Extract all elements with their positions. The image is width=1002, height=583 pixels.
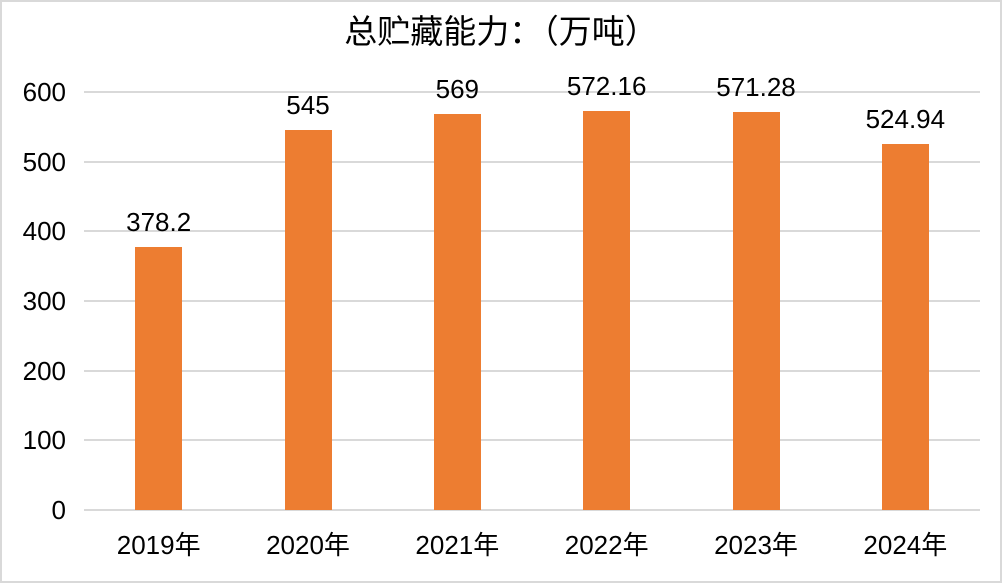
y-tick-label: 0: [51, 495, 66, 525]
data-label: 569: [435, 73, 480, 104]
data-label: 572.16: [566, 71, 647, 102]
x-axis-label: 2023年: [714, 530, 798, 560]
bar-2020年: [284, 130, 332, 510]
bar-2019年: [135, 246, 183, 510]
gridline: [84, 300, 980, 302]
bar-2021年: [433, 113, 481, 510]
x-axis-label: 2021年: [415, 530, 500, 560]
x-axis-line: [84, 509, 980, 511]
x-axis-label: 2024年: [863, 530, 948, 560]
data-label: 545: [286, 90, 330, 121]
bar-2023年: [732, 112, 780, 510]
data-label: 378.2: [126, 206, 192, 237]
gridline: [84, 160, 980, 163]
gridline: [84, 369, 980, 372]
gridline: [84, 439, 980, 442]
gridline: [84, 230, 980, 233]
y-tick-label: 500: [22, 146, 66, 177]
bar-2022年: [583, 111, 631, 510]
data-label: 524.94: [865, 104, 946, 135]
x-axis-label: 2022年: [564, 530, 649, 560]
x-axis-label: 2019年: [116, 530, 201, 560]
y-tick-label: 600: [22, 77, 66, 107]
bar-2024年: [881, 144, 929, 510]
x-axis-label: 2020年: [266, 530, 350, 560]
chart-title: 总贮藏能力：（万吨）: [344, 12, 658, 51]
y-tick-label: 200: [22, 355, 66, 386]
y-tick-label: 400: [22, 216, 66, 247]
gridline: [84, 91, 980, 93]
y-tick-label: 300: [22, 286, 66, 316]
data-label: 571.28: [716, 72, 796, 102]
y-tick-label: 100: [22, 425, 66, 456]
